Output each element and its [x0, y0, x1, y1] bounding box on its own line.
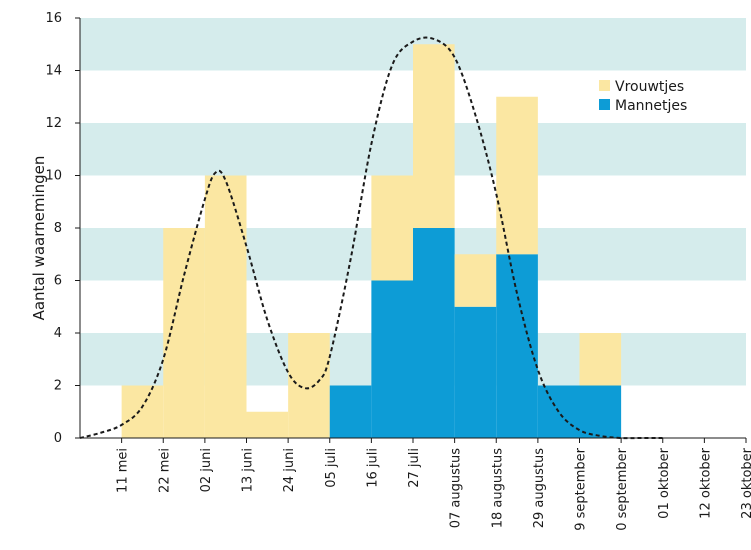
x-tick-label: 05 juli	[324, 448, 339, 488]
y-tick-label: 14	[45, 64, 62, 79]
y-tick-label: 8	[54, 221, 62, 236]
bar-vrouwtjes	[246, 411, 289, 438]
x-tick-label: 16 juli	[365, 448, 380, 488]
bar-vrouwtjes	[454, 254, 497, 307]
x-tick-label: 27 juli	[407, 448, 422, 488]
bar-mannetjes	[329, 385, 372, 438]
bar-vrouwtjes	[121, 385, 164, 438]
x-tick-label: 13 juni	[241, 448, 256, 492]
x-tick-label: 12 oktober	[698, 447, 713, 518]
bar-mannetjes	[579, 385, 622, 438]
x-tick-label: 07 augustus	[449, 448, 464, 528]
y-tick-label: 4	[54, 326, 62, 341]
bar-vrouwtjes	[288, 333, 330, 438]
y-tick-label: 2	[54, 379, 62, 394]
x-tick-label: 0 september	[615, 447, 630, 530]
x-tick-label: 29 augustus	[532, 448, 547, 528]
x-tick-labels: 11 mei 22 mei 02 juni 13 juni 24 juni 05 juli…	[116, 447, 751, 530]
x-tick-label: 24 juni	[282, 448, 297, 492]
bar-mannetjes	[413, 228, 455, 438]
bar-mannetjes	[371, 280, 413, 438]
fit-curve	[79, 36, 663, 440]
x-tick-label: 01 oktober	[657, 447, 672, 518]
y-tick-label: 10	[45, 169, 62, 184]
bar-vrouwtjes	[204, 175, 247, 438]
x-tick-label: 22 mei	[157, 448, 172, 493]
legend-swatch-vrouwtjes	[599, 80, 610, 91]
legend-label-mannetjes: Mannetjes	[615, 98, 687, 114]
y-axis-label: Aantal waarnemingen	[30, 156, 48, 321]
x-tick-label: 11 mei	[116, 448, 131, 493]
y-tick-label: 12	[45, 116, 62, 131]
legend: Vrouwtjes Mannetjes	[599, 79, 687, 114]
axes	[75, 17, 747, 443]
fit-curve-line	[79, 36, 663, 440]
y-tick-label: 6	[54, 274, 62, 289]
bar-vrouwtjes	[496, 96, 538, 255]
bar-vrouwtjes	[371, 175, 413, 281]
bar-vrouwtjes	[413, 44, 455, 228]
y-tick-labels: 0 2 4 6 8 10 12 14 16	[45, 11, 62, 446]
legend-swatch-mannetjes	[599, 99, 610, 110]
x-tick-label: 23 oktober	[740, 447, 751, 518]
x-tick-label: 02 juni	[199, 448, 214, 492]
bar-vrouwtjes	[163, 228, 205, 438]
x-tick-label: 9 september	[574, 447, 589, 530]
bar-vrouwtjes	[579, 333, 622, 386]
x-tick-label: 18 augustus	[490, 448, 505, 528]
bar-mannetjes	[454, 306, 497, 438]
bar-mannetjes	[496, 254, 538, 438]
y-tick-label: 16	[45, 11, 62, 26]
y-tick-label: 0	[54, 431, 62, 446]
legend-label-vrouwtjes: Vrouwtjes	[615, 79, 684, 95]
